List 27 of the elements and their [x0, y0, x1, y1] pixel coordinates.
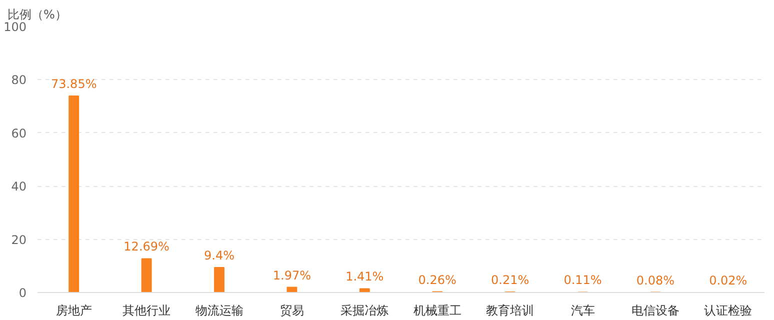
x-tick-label: 教育培训 — [486, 304, 534, 318]
x-tick-label: 房地产 — [56, 304, 92, 318]
y-tick-label: 0 — [18, 286, 27, 300]
data-label: 1.41% — [346, 270, 384, 284]
x-tick-label: 机械重工 — [413, 304, 462, 318]
y-axis-title: 比例（%） — [8, 8, 67, 22]
data-label: 9.4% — [204, 248, 235, 262]
data-label: 0.26% — [418, 272, 456, 287]
x-tick-label: 认证检验 — [704, 304, 752, 318]
y-tick-label: 80 — [11, 73, 27, 88]
x-tick-label: 电信设备 — [631, 304, 680, 318]
data-label: 73.85% — [50, 77, 97, 92]
x-tick-label: 汽车 — [570, 304, 595, 318]
x-tick-label: 物流运输 — [195, 304, 244, 318]
x-tick-label: 采掘冶炼 — [340, 304, 389, 318]
data-label: 0.21% — [490, 272, 530, 287]
y-tick-label: 60 — [11, 126, 27, 140]
data-label: 0.11% — [564, 273, 602, 288]
data-label: 12.69% — [124, 240, 170, 254]
x-tick-label: 贸易 — [280, 304, 304, 318]
x-tick-label: 其他行业 — [122, 304, 171, 318]
y-tick-label: 100 — [4, 20, 26, 34]
data-label: 0.02% — [709, 273, 748, 288]
y-tick-label: 20 — [11, 232, 27, 247]
data-label: 0.08% — [636, 273, 675, 288]
data-label: 1.97% — [272, 268, 312, 282]
y-tick-label: 40 — [11, 180, 27, 194]
